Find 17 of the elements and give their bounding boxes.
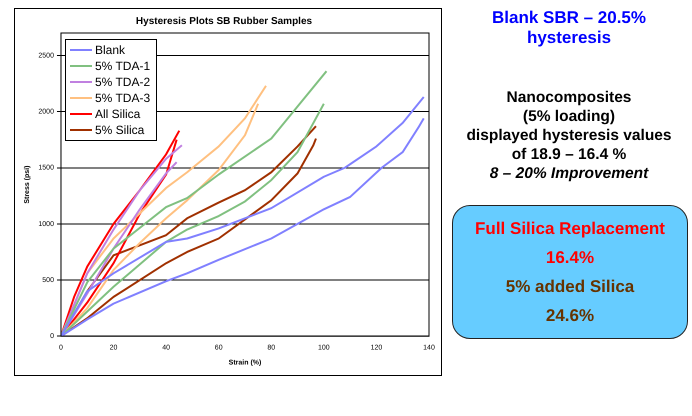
text: 24.6% — [544, 305, 596, 327]
text: 8 – 20% Improvement — [488, 164, 650, 183]
legend-label: 5% Silica — [95, 122, 144, 138]
text: of 18.9 – 16.4 % — [510, 145, 628, 164]
legend-label: All Silica — [95, 106, 140, 122]
text: (5% loading) — [522, 107, 616, 126]
legend-label: 5% TDA-3 — [95, 90, 150, 106]
text: displayed hysteresis values — [465, 126, 673, 145]
text: Blank SBR – 20.5% hysteresis — [490, 8, 647, 48]
text: 16.4% — [544, 247, 596, 269]
text: 5% added Silica — [504, 276, 636, 298]
legend-label: 5% TDA-2 — [95, 74, 150, 90]
text: Full Silica Replacement — [474, 218, 666, 240]
legend-label: 5% TDA-1 — [95, 58, 150, 74]
legend-label: Blank — [95, 42, 126, 58]
text: Nanocomposites — [506, 88, 632, 107]
chart-title: Hysteresis Plots SB Rubber Samples — [136, 16, 313, 27]
